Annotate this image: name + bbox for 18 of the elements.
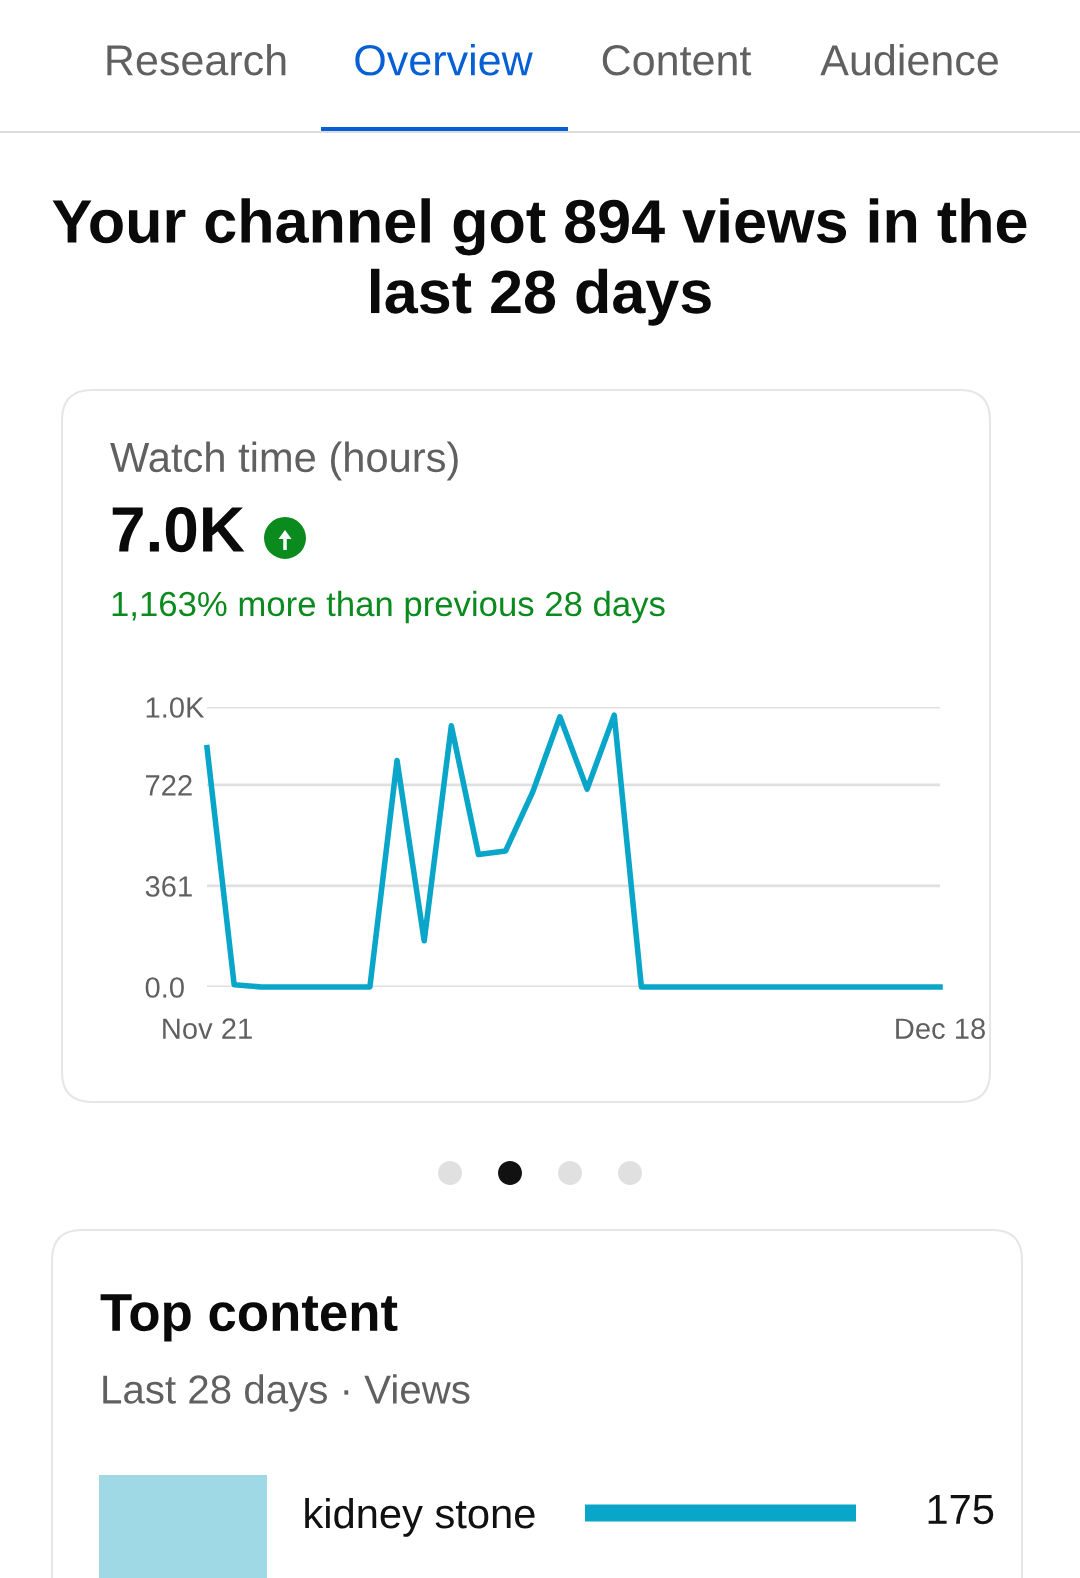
chart-title: Your channel got 894 views in the last 28 days <box>52 198 1027 326</box>
x-tick-label: Nov 21 <box>163 1018 252 1039</box>
text: Audience <box>820 43 998 76</box>
y-tick-label: kidney stone <box>305 1497 535 1537</box>
x-tick-label: Dec 18 <box>896 1018 985 1039</box>
y-tick-label: 0.0 <box>145 977 184 998</box>
chart-title: Top content <box>100 1294 398 1342</box>
y-tick-label: 1.0K <box>146 697 205 718</box>
y-tick-label: 722 <box>145 775 192 796</box>
text: Research <box>107 43 286 76</box>
chart-subtitle: Watch time (hours) <box>110 441 458 481</box>
text: Content <box>602 45 752 76</box>
text: Overview <box>355 43 533 76</box>
text: 7.0K <box>112 506 245 553</box>
text: 1,163% more than previous 28 days <box>112 590 665 624</box>
y-tick-label: 361 <box>145 876 192 897</box>
chart-subtitle: Last 28 days · Views <box>103 1374 470 1412</box>
data-label: 175 <box>928 1495 994 1525</box>
